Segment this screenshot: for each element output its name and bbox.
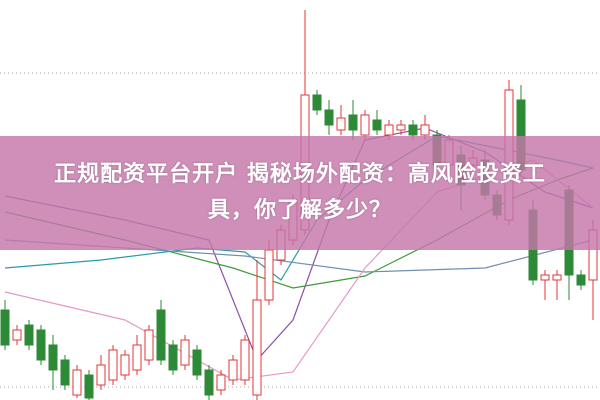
- candle-body: [144, 329, 154, 361]
- candle-body: [408, 124, 418, 136]
- candle-body: [48, 344, 58, 371]
- candle-down: [0, 300, 10, 350]
- candle-body: [252, 299, 262, 396]
- candle-up: [360, 110, 370, 140]
- candle-body: [216, 374, 226, 391]
- candle-down: [192, 345, 202, 380]
- candle-down: [24, 320, 34, 350]
- candle-up: [240, 335, 250, 385]
- candle-body: [372, 119, 382, 131]
- candle-down: [204, 365, 214, 400]
- title-line-2: 具，你了解多少？: [207, 198, 392, 223]
- candle-up: [396, 120, 406, 135]
- candle-body: [312, 94, 322, 111]
- candle-body: [72, 369, 82, 396]
- candle-body: [192, 349, 202, 376]
- title-banner: 正规配资平台开户 揭秘场外配资：高风险投资工 具，你了解多少？: [0, 136, 600, 250]
- candle-down: [84, 370, 94, 400]
- candle-up: [96, 355, 106, 390]
- candle-up: [552, 270, 562, 300]
- candle-down: [348, 100, 358, 140]
- candle-body: [156, 309, 166, 361]
- title-line-1: 正规配资平台开户 揭秘场外配资：高风险投资工: [54, 162, 546, 187]
- candle-up: [228, 355, 238, 385]
- candle-body: [60, 359, 70, 386]
- candle-body: [120, 354, 130, 376]
- candle-up: [12, 325, 22, 345]
- candle-body: [420, 124, 430, 136]
- candle-down: [168, 340, 178, 375]
- candle-body: [552, 274, 562, 281]
- candle-up: [420, 115, 430, 140]
- candle-body: [540, 274, 550, 281]
- candle-body: [12, 329, 22, 341]
- candle-body: [180, 339, 190, 366]
- candle-body: [36, 329, 46, 361]
- candle-up: [132, 335, 142, 375]
- candle-up: [252, 260, 262, 400]
- candle-body: [96, 364, 106, 386]
- moving-average-line: [4, 239, 594, 273]
- candle-up: [264, 240, 274, 305]
- candle-body: [240, 339, 250, 381]
- candle-down: [372, 110, 382, 135]
- candle-body: [204, 369, 214, 396]
- candle-body: [324, 109, 334, 126]
- candle-up: [180, 335, 190, 370]
- candle-body: [24, 324, 34, 346]
- gridlines: [0, 72, 600, 388]
- candle-up: [216, 370, 226, 395]
- candle-down: [576, 270, 586, 290]
- candle-body: [168, 344, 178, 371]
- candle-body: [108, 349, 118, 381]
- candle-body: [132, 344, 142, 371]
- candle-down: [60, 355, 70, 390]
- candle-body: [360, 114, 370, 136]
- candle-up: [540, 270, 550, 300]
- candle-down: [156, 300, 166, 365]
- candle-body: [0, 309, 10, 346]
- candle-body: [264, 249, 274, 301]
- candle-body: [396, 124, 406, 131]
- candle-down: [48, 335, 58, 390]
- candle-body: [576, 274, 586, 286]
- candle-body: [336, 117, 346, 131]
- candle-up: [336, 105, 346, 135]
- candle-up: [72, 365, 82, 398]
- candle-down: [324, 100, 334, 135]
- candle-body: [384, 124, 394, 136]
- candle-body: [348, 114, 358, 131]
- candle-body: [228, 359, 238, 381]
- candle-down: [312, 90, 322, 115]
- candle-up: [144, 325, 154, 365]
- candle-up: [108, 345, 118, 385]
- candle-body: [84, 374, 94, 399]
- candle-down: [36, 325, 46, 365]
- candle-up: [120, 350, 130, 380]
